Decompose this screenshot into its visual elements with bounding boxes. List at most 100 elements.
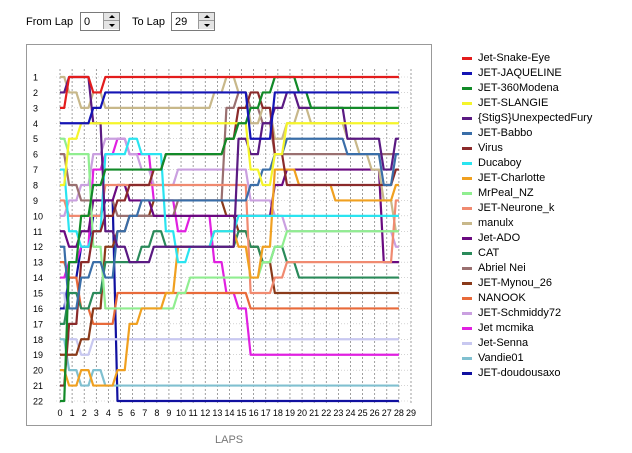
y-tick-label: 1 — [33, 73, 38, 83]
legend-label: JET-JAQUELINE — [478, 67, 562, 79]
legend-swatch — [462, 282, 472, 285]
legend-label: JET-Schmiddy72 — [478, 307, 562, 319]
arrow-down-icon — [203, 23, 210, 27]
x-tick-label: 10 — [176, 408, 186, 418]
series-line-jet-senna — [60, 291, 399, 356]
legend-swatch — [462, 237, 472, 240]
legend-label: {StigS}UnexpectedFury — [478, 112, 593, 124]
legend-swatch — [462, 207, 472, 210]
series-line-jet-babbo — [60, 137, 399, 310]
x-tick-label: 16 — [249, 408, 259, 418]
legend-label: Jet-Snake-Eye — [478, 52, 551, 64]
x-tick-label: 24 — [345, 408, 355, 418]
legend-swatch — [462, 147, 472, 150]
to-lap-label: To Lap — [132, 16, 166, 28]
x-tick-label: 12 — [200, 408, 210, 418]
y-tick-label: 22 — [33, 397, 43, 407]
series-line-jet-doudousaxo — [60, 199, 399, 403]
series-line-jet-360modena — [60, 75, 399, 403]
x-tick-label: 4 — [106, 408, 111, 418]
legend-label: JET-doudousaxo — [478, 367, 561, 379]
arrow-up-icon — [108, 15, 115, 18]
y-tick-label: 21 — [33, 381, 43, 391]
legend-swatch — [462, 102, 472, 105]
y-tick-label: 14 — [33, 273, 43, 283]
legend-label: Jet-ADO — [478, 232, 521, 244]
legend-label: JET-360Modena — [478, 82, 559, 94]
y-tick-label: 12 — [33, 242, 43, 252]
legend-swatch — [462, 117, 472, 120]
legend-swatch — [462, 57, 472, 60]
legend-swatch — [462, 222, 472, 225]
x-tick-label: 2 — [82, 408, 87, 418]
x-tick-label: 19 — [285, 408, 295, 418]
y-tick-label: 9 — [33, 196, 38, 206]
legend-swatch — [462, 357, 472, 360]
legend-label: Abriel Nei — [478, 262, 526, 274]
x-tick-label: 7 — [142, 408, 147, 418]
legend-swatch — [462, 297, 472, 300]
y-tick-label: 11 — [33, 227, 42, 237]
y-tick-label: 5 — [33, 134, 38, 144]
legend-swatch — [462, 312, 472, 315]
x-tick-label: 25 — [358, 408, 368, 418]
x-tick-label: 3 — [94, 408, 99, 418]
from-lap-increment-button[interactable] — [103, 13, 119, 21]
y-tick-label: 10 — [33, 211, 43, 221]
x-tick-label: 13 — [212, 408, 222, 418]
y-tick-label: 19 — [33, 350, 43, 360]
y-tick-label: 20 — [33, 366, 43, 376]
legend-label: Jet-Senna — [478, 337, 529, 349]
from-lap-spinner[interactable] — [80, 12, 120, 31]
legend-swatch — [462, 132, 472, 135]
x-tick-label: 11 — [188, 408, 197, 418]
legend-label: Vandie01 — [478, 352, 524, 364]
x-tick-label: 23 — [333, 408, 343, 418]
x-tick-label: 26 — [370, 408, 380, 418]
lap-chart-frame: 1 2 3 4 5 6 7 8 9 10 11 12 13 14 15 16 17 18 19 20 21 22 0 1 2 3 4… — [26, 44, 432, 426]
x-tick-label: 1 — [70, 408, 75, 418]
y-tick-label: 17 — [33, 319, 43, 329]
x-tick-label: 6 — [130, 408, 135, 418]
legend-label: Ducaboy — [478, 157, 522, 169]
y-tick-label: 6 — [33, 150, 38, 160]
series-line-nanook — [60, 261, 399, 325]
y-tick-label: 13 — [33, 258, 43, 268]
to-lap-spinner[interactable] — [171, 12, 215, 31]
legend-label: Jet mcmika — [478, 322, 534, 334]
x-tick-label: 15 — [237, 408, 247, 418]
legend-swatch — [462, 267, 472, 270]
x-tick-label: 14 — [224, 408, 234, 418]
series-line-jet-snake-eye — [60, 75, 399, 109]
x-tick-label: 5 — [118, 408, 123, 418]
legend-label: CAT — [478, 247, 500, 259]
y-tick-label: 18 — [33, 335, 43, 345]
y-tick-label: 15 — [33, 289, 43, 299]
y-tick-label: 8 — [33, 181, 38, 191]
legend-label: JET-SLANGIE — [478, 97, 549, 109]
legend-swatch — [462, 87, 472, 90]
from-lap-decrement-button[interactable] — [103, 21, 119, 29]
series-line-abriel-nei — [60, 91, 399, 217]
to-lap-increment-button[interactable] — [198, 13, 214, 21]
legend-label: MrPeal_NZ — [478, 187, 534, 199]
x-tick-label: 27 — [382, 408, 392, 418]
y-tick-label: 7 — [33, 165, 38, 175]
to-lap-decrement-button[interactable] — [198, 21, 214, 29]
x-tick-label: 20 — [297, 408, 307, 418]
series-line-vandie01 — [60, 338, 399, 387]
legend-swatch — [462, 162, 472, 165]
legend-swatch — [462, 372, 472, 375]
legend-label: JET-Babbo — [478, 127, 533, 139]
y-tick-label: 3 — [33, 103, 38, 113]
x-tick-label: 17 — [261, 408, 271, 418]
legend-label: NANOOK — [478, 292, 526, 304]
series-line-mrpeal-nz — [60, 137, 399, 310]
arrow-up-icon — [203, 15, 210, 18]
y-tick-label: 16 — [33, 304, 43, 314]
x-tick-label: 29 — [406, 408, 416, 418]
arrow-down-icon — [108, 23, 115, 27]
legend-swatch — [462, 177, 472, 180]
to-lap-input[interactable] — [172, 13, 205, 30]
